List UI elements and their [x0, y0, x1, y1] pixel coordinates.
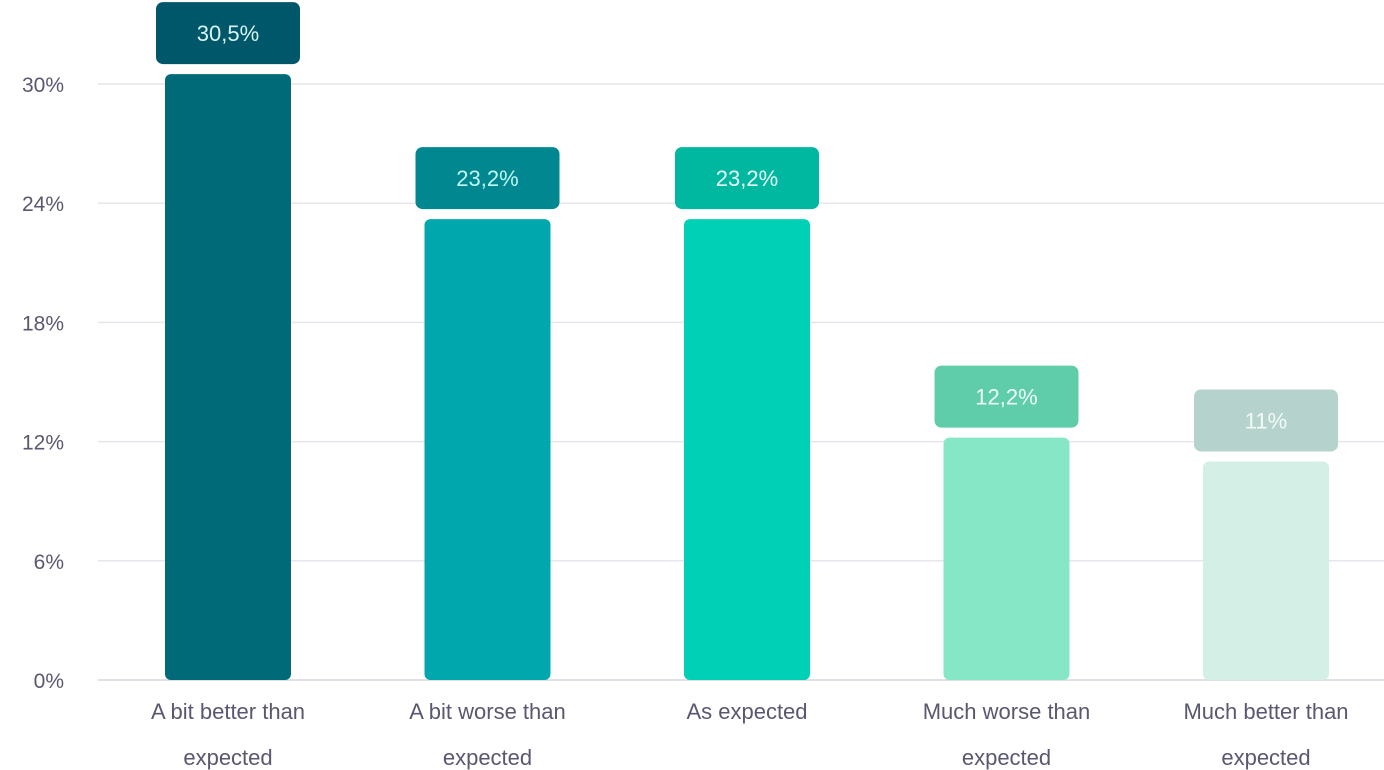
bar — [684, 219, 810, 681]
y-tick-label: 24% — [22, 193, 64, 216]
bar — [943, 437, 1070, 680]
x-tick-label: A bit better than — [151, 699, 305, 724]
x-tick-label: Much better than — [1183, 699, 1348, 724]
data-label-badge — [675, 147, 819, 210]
data-label: 12,2% — [975, 385, 1037, 410]
x-tick-label: expected — [1221, 745, 1310, 770]
data-label: 23,2% — [456, 166, 518, 191]
data-label-badge — [156, 2, 300, 65]
bar-layer — [156, 2, 1338, 681]
x-tick-label: Much worse than — [923, 699, 1091, 724]
y-tick-label: 30% — [22, 74, 64, 97]
data-label-badge — [415, 147, 560, 210]
label-layer: 0% 6% 12% 18% 24% 30% 30,5% A bit better than ex… — [22, 21, 1349, 770]
x-tick-label: expected — [443, 745, 532, 770]
bar — [424, 219, 551, 681]
data-label-badge — [934, 365, 1079, 428]
y-tick-label: 0% — [34, 670, 64, 693]
x-tick-label: expected — [183, 745, 272, 770]
bar — [165, 74, 291, 681]
data-label: 23,2% — [716, 166, 778, 191]
data-label: 30,5% — [197, 21, 259, 46]
x-tick-label: As expected — [686, 699, 807, 724]
data-label-badge — [1194, 389, 1338, 452]
x-tick-label: A bit worse than — [409, 699, 566, 724]
x-tick-label: expected — [962, 745, 1051, 770]
y-tick-label: 6% — [34, 551, 64, 574]
y-tick-label: 12% — [22, 432, 64, 455]
bar — [1203, 461, 1329, 680]
data-label: 11% — [1245, 408, 1287, 433]
y-tick-label: 18% — [22, 312, 64, 335]
